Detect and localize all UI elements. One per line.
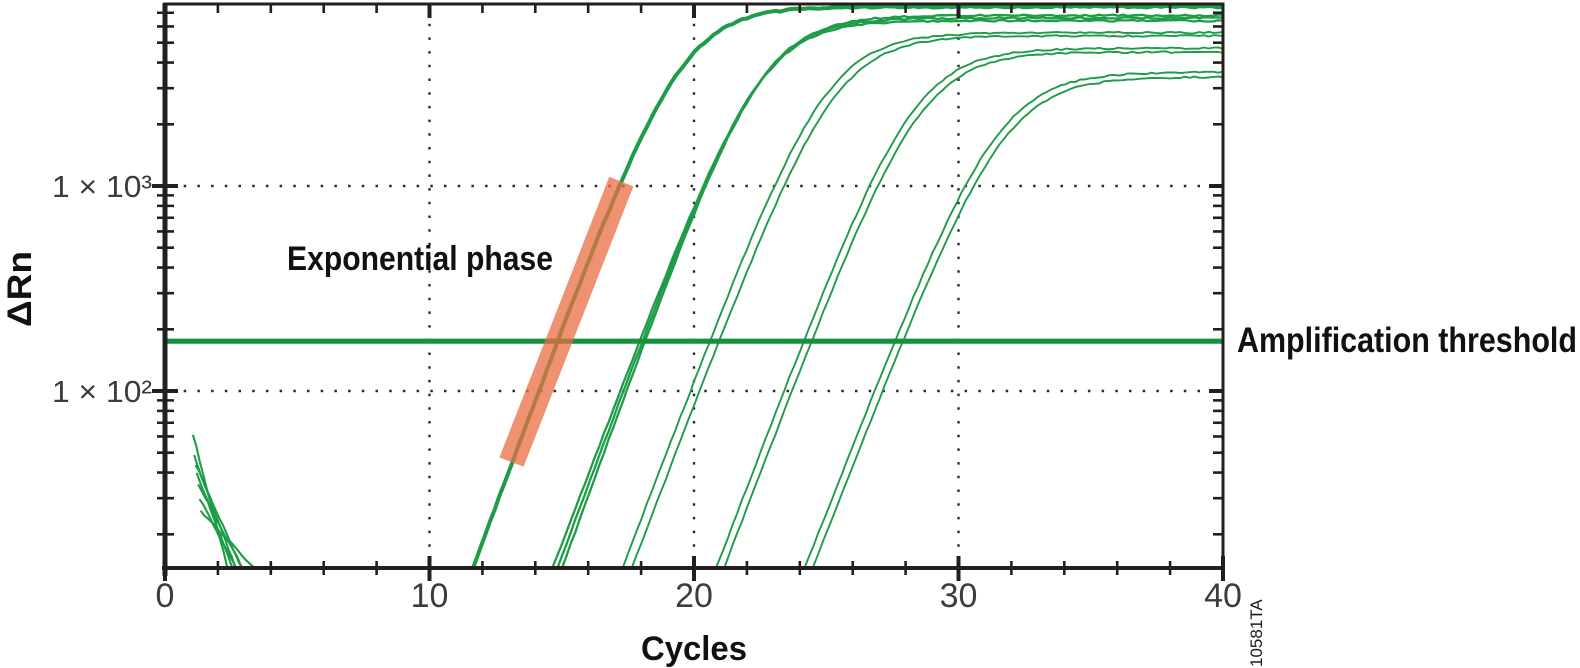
baseline-noise-curve <box>198 498 237 567</box>
exponential-phase-band <box>499 176 634 467</box>
amplification-curves <box>191 5 1222 567</box>
chart-layer: 0 10 20 30 40 1 × 10³ 1 × 10² <box>52 2 1242 615</box>
amplification-curve-dilution-4a <box>715 46 1222 567</box>
amplification-curve-dilution-2a <box>551 13 1222 567</box>
baseline-noise-curve <box>194 464 243 567</box>
x-tick-label-0: 0 <box>156 577 175 615</box>
amplification-threshold-label: Amplification threshold <box>1237 321 1577 360</box>
x-tick-label-40: 40 <box>1204 577 1242 615</box>
baseline-noise-curve <box>199 510 255 567</box>
x-tick-label-10: 10 <box>411 577 449 615</box>
figure-code: 10581TA <box>1247 599 1266 667</box>
amplification-curve-dilution-4b <box>723 50 1222 567</box>
x-tick-label-20: 20 <box>675 577 713 615</box>
amplification-curve-dilution-3a <box>622 30 1222 567</box>
y-axis-label: ΔRn <box>1 251 39 327</box>
amplification-curve-dilution-2b <box>556 16 1222 567</box>
amplification-curve-dilution-5a <box>804 70 1222 567</box>
amplification-curve-dilution-3b <box>631 34 1222 567</box>
x-tick-label-30: 30 <box>940 577 978 615</box>
y-tick-label-100: 1 × 10² <box>52 374 152 409</box>
y-tick-label-1000: 1 × 10³ <box>52 169 152 204</box>
x-axis-label: Cycles <box>641 630 747 668</box>
amplification-curve-dilution-5b <box>812 75 1222 567</box>
amplification-curve-dilution-2c <box>561 18 1222 567</box>
exponential-phase-label: Exponential phase <box>287 240 553 278</box>
